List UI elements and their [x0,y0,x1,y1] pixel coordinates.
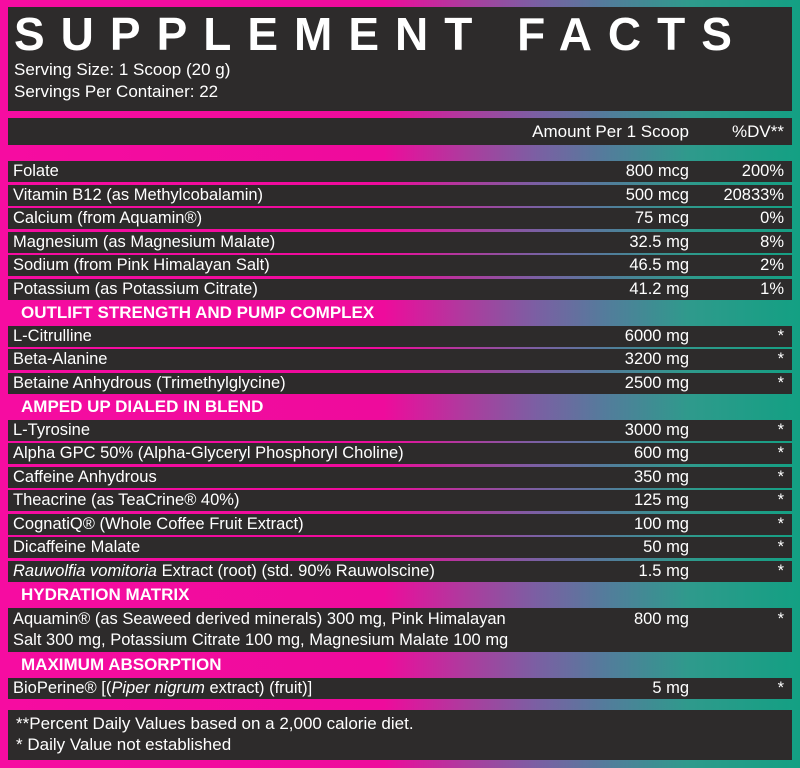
ingredient-dv: * [777,420,784,439]
dv-column-header: %DV** [732,121,784,141]
ingredient-name: L-Tyrosine [13,420,91,439]
ingredient-dv: 200% [741,162,784,180]
column-header-row: Amount Per 1 Scoop %DV** [8,118,792,145]
ingredient-name: Beta-Alanine [13,350,108,368]
title-panel: SUPPLEMENT FACTS Serving Size: 1 Scoop (… [8,7,792,111]
ingredient-dv: 2% [760,256,784,274]
ingredient-amount: 800 mcg [625,162,689,180]
table-row: Folate 800 mcg 200% [8,161,792,182]
table-row: Caffeine Anhydrous 350 mg * [8,466,792,488]
ingredient-amount: 350 mg [633,467,689,486]
ingredient-name-latin: Rauwolfia vomitoria [13,561,157,580]
table-row: Aquamin® (as Seaweed derived minerals) 3… [8,607,792,652]
ingredient-name: L-Citrulline [13,326,92,345]
ingredient-amount: 6000 mg [624,326,689,345]
table-row: Alpha GPC 50% (Alpha-Glyceryl Phosphoryl… [8,443,792,464]
ingredient-dv: * [777,609,784,628]
ingredient-amount: 5 mg [652,678,689,697]
ingredient-amount: 50 mg [643,538,689,556]
ingredient-dv: 8% [760,232,784,251]
table-row: Potassium (as Potassium Citrate) 41.2 mg… [8,278,792,300]
table-row: Magnesium (as Magnesium Malate) 32.5 mg … [8,231,792,253]
serving-size: Serving Size: 1 Scoop (20 g) [14,60,231,79]
ingredient-amount: 600 mg [633,444,689,462]
ingredient-amount: 46.5 mg [629,256,689,274]
section-header-hydration-matrix: HYDRATION MATRIX [21,584,190,604]
ingredient-amount: 125 mg [633,491,689,509]
table-row: Rauwolfia vomitoria Extract (root) (std.… [8,560,792,582]
table-row: CognatiQ® (Whole Coffee Fruit Extract) 1… [8,513,792,535]
dv-footnote: **Percent Daily Values based on a 2,000 … [16,714,414,733]
ingredient-name-latin: Piper nigrum [111,678,205,697]
table-row: Sodium (from Pink Himalayan Salt) 46.5 m… [8,255,792,276]
ingredient-name: Vitamin B12 (as Methylcobalamin) [13,185,264,204]
ingredient-amount: 75 mcg [634,209,689,227]
ingredient-name: Dicaffeine Malate [13,538,141,556]
ingredient-dv: 20833% [723,185,784,204]
ingredient-name: Alpha GPC 50% (Alpha-Glyceryl Phosphoryl… [13,444,404,462]
ingredient-name: Magnesium (as Magnesium Malate) [13,232,276,251]
ingredient-dv: * [777,491,784,509]
table-row: Dicaffeine Malate 50 mg * [8,537,792,558]
ingredient-name: Sodium (from Pink Himalayan Salt) [13,256,270,274]
table-row: Vitamin B12 (as Methylcobalamin) 500 mcg… [8,184,792,206]
ingredient-amount: 32.5 mg [629,232,689,251]
ingredient-amount: 3200 mg [624,350,689,368]
ingredient-name: CognatiQ® (Whole Coffee Fruit Extract) [13,514,304,533]
ingredient-dv: * [777,678,784,697]
ingredient-amount: 41.2 mg [629,279,689,298]
table-row: Theacrine (as TeaCrine® 40%) 125 mg * [8,490,792,511]
ingredient-name: Calcium (from Aquamin®) [13,209,203,227]
ingredient-dv: * [777,538,784,556]
ingredient-amount: 3000 mg [624,420,689,439]
ingredient-name: Betaine Anhydrous (Trimethylglycine) [13,373,286,392]
ingredient-amount: 800 mg [633,609,689,628]
table-row: L-Citrulline 6000 mg * [8,325,792,347]
page-title: SUPPLEMENT FACTS [14,9,748,59]
servings-per-container: Servings Per Container: 22 [14,82,219,101]
ingredient-name-rest: Extract (root) (std. 90% Rauwolscine) [156,561,435,580]
ingredient-name-prefix: BioPerine® [( [13,678,112,697]
table-row: Beta-Alanine 3200 mg * [8,349,792,370]
ingredient-dv: * [777,326,784,345]
ingredient-dv: * [777,373,784,392]
ingredient-dv: 1% [760,279,784,298]
ingredient-dv: 0% [760,209,784,227]
ingredient-name: Rauwolfia vomitoria Extract (root) (std.… [13,562,519,581]
table-row: Calcium (from Aquamin®) 75 mcg 0% [8,208,792,229]
table-row: L-Tyrosine 3000 mg * [8,419,792,441]
table-row: Betaine Anhydrous (Trimethylglycine) 250… [8,372,792,394]
ingredient-amount: 500 mcg [625,185,689,204]
ingredient-name: Caffeine Anhydrous [13,467,157,486]
not-established-footnote: * Daily Value not established [16,735,232,754]
table-row: BioPerine® [(Piper nigrum extract) (frui… [8,677,792,699]
ingredient-dv: * [777,467,784,486]
ingredient-table: Folate 800 mcg 200% Vitamin B12 (as Meth… [8,161,792,699]
gradient-divider [8,145,792,161]
ingredient-dv: * [777,514,784,533]
footnotes-panel: **Percent Daily Values based on a 2,000 … [8,710,792,760]
ingredient-name: Theacrine (as TeaCrine® 40%) [13,491,240,509]
ingredient-amount: 2500 mg [624,373,689,392]
ingredient-dv: * [777,561,784,580]
ingredient-name: Aquamin® (as Seaweed derived minerals) 3… [13,609,509,649]
section-header-maximum-absorption: MAXIMUM ABSORPTION [21,654,222,674]
section-header-strength-pump-complex: OUTLIFT STRENGTH AND PUMP COMPLEX [21,302,375,322]
section-header-amped-up-blend: AMPED UP DIALED IN BLEND [21,396,264,416]
ingredient-amount: 100 mg [633,514,689,533]
ingredient-dv: * [777,350,784,368]
amount-column-header: Amount Per 1 Scoop [532,121,689,141]
ingredient-dv: * [777,444,784,462]
ingredient-name: Potassium (as Potassium Citrate) [13,279,258,298]
ingredient-name: Folate [13,162,59,180]
ingredient-name: BioPerine® [(Piper nigrum extract) (frui… [13,679,519,698]
ingredient-name-rest: extract) (fruit)] [204,678,313,697]
ingredient-amount: 1.5 mg [638,561,689,580]
